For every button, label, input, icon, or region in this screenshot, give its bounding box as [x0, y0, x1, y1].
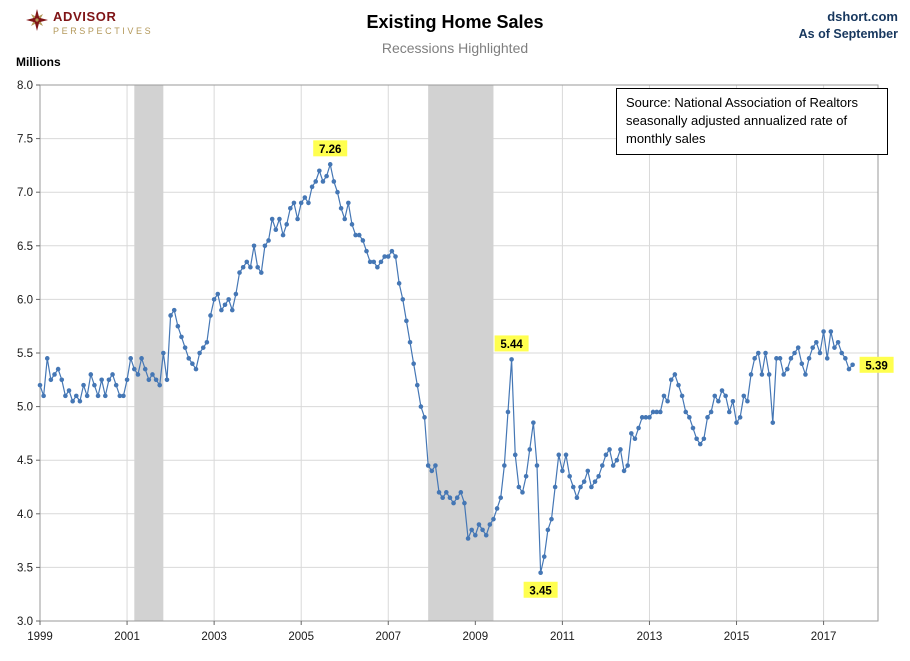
svg-text:7.26: 7.26 — [319, 144, 341, 156]
y-tick-label: 4.5 — [17, 455, 33, 467]
logo-advisor: ADVISOR — [53, 9, 117, 24]
x-tick-label: 2013 — [637, 631, 663, 643]
y-tick-label: 3.0 — [17, 616, 33, 628]
y-tick-label: 5.5 — [17, 348, 33, 360]
x-tick-label: 2007 — [375, 631, 401, 643]
y-tick-label: 7.0 — [17, 187, 33, 199]
x-tick-label: 2017 — [811, 631, 837, 643]
recession-band — [134, 85, 164, 621]
annotation-7.26: 7.26 — [313, 140, 348, 157]
logo-text: ADVISOR PERSPECTIVES — [53, 9, 153, 36]
svg-text:3.45: 3.45 — [529, 585, 552, 597]
x-tick-label: 1999 — [27, 631, 53, 643]
axes: 3.0 3.5 4.0 4.5 5.0 5.5 6.0 6.5 7.0 7.5 8.0 1999 200… — [17, 80, 836, 643]
y-tick-label: 4.0 — [17, 509, 33, 521]
annotation-3.45: 3.45 — [523, 581, 558, 598]
x-tick-label: 2005 — [288, 631, 314, 643]
y-tick-label: 7.5 — [17, 134, 33, 146]
advisor-perspectives-logo: ADVISOR PERSPECTIVES — [26, 9, 153, 36]
data-points — [37, 162, 855, 576]
y-tick-label: 3.5 — [17, 562, 33, 574]
svg-text:5.39: 5.39 — [865, 360, 887, 372]
y-tick-label: 5.0 — [17, 402, 33, 414]
source-note: Source: National Association of Realtors… — [616, 88, 888, 155]
x-tick-label: 2015 — [724, 631, 750, 643]
logo-perspectives: PERSPECTIVES — [53, 26, 154, 36]
recession-band — [428, 85, 494, 621]
x-tick-label: 2009 — [463, 631, 489, 643]
y-tick-label: 8.0 — [17, 80, 33, 92]
annotation-5.39: 5.39 — [859, 356, 894, 373]
x-tick-label: 2003 — [201, 631, 227, 643]
chart-subtitle: Recessions Highlighted — [381, 40, 529, 56]
y-tick-label: 6.0 — [17, 294, 33, 306]
x-tick-label: 2011 — [550, 631, 575, 643]
y-tick-label: 6.5 — [17, 241, 33, 253]
header-right: dshort.com As of September — [799, 9, 898, 41]
svg-text:5.44: 5.44 — [500, 339, 523, 351]
compass-rose-icon — [26, 9, 48, 31]
annotation-5.44: 5.44 — [494, 335, 529, 352]
dshort-link[interactable]: dshort.com — [827, 9, 898, 24]
chart-title: Existing Home Sales — [366, 12, 544, 32]
as-of-date: As of September — [798, 27, 898, 41]
x-tick-label: 2001 — [114, 631, 140, 643]
y-axis-unit-label: Millions — [16, 55, 61, 69]
